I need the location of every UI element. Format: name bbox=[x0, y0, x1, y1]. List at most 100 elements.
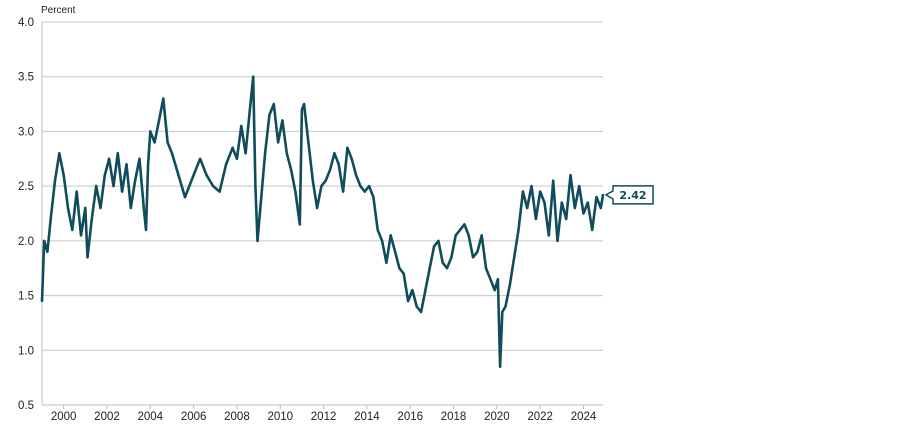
data-point bbox=[183, 195, 187, 199]
data-point bbox=[120, 190, 124, 193]
x-tick-label: 2010 bbox=[267, 411, 293, 423]
data-point bbox=[467, 234, 470, 237]
data-point bbox=[501, 310, 504, 314]
data-point bbox=[363, 190, 366, 193]
data-point bbox=[376, 228, 379, 232]
data-point bbox=[346, 146, 349, 149]
data-point bbox=[393, 250, 397, 253]
data-point bbox=[552, 179, 555, 182]
data-point bbox=[341, 190, 345, 193]
data-point bbox=[437, 239, 440, 243]
data-point bbox=[441, 261, 444, 264]
data-point bbox=[454, 234, 457, 237]
data-point bbox=[259, 201, 262, 204]
data-point bbox=[276, 141, 280, 144]
data-point bbox=[268, 113, 271, 117]
data-point bbox=[142, 206, 145, 210]
data-point bbox=[582, 212, 585, 215]
data-point bbox=[53, 179, 57, 182]
data-point bbox=[337, 163, 340, 166]
data-point bbox=[205, 174, 208, 177]
data-point bbox=[298, 223, 301, 226]
data-point bbox=[84, 206, 87, 210]
data-point bbox=[476, 250, 479, 253]
data-point bbox=[198, 157, 202, 160]
data-point bbox=[517, 228, 520, 232]
x-tick-label: 2024 bbox=[571, 411, 597, 423]
data-point bbox=[489, 278, 492, 281]
data-point bbox=[419, 310, 423, 314]
data-point bbox=[79, 234, 83, 237]
data-point bbox=[578, 184, 581, 188]
data-point bbox=[428, 267, 431, 270]
data-point bbox=[272, 102, 275, 106]
data-point bbox=[526, 206, 529, 210]
data-point bbox=[595, 195, 598, 199]
x-tick-label: 2006 bbox=[181, 411, 207, 423]
data-point bbox=[133, 179, 137, 182]
data-point bbox=[498, 365, 502, 368]
callout-box bbox=[604, 185, 654, 205]
data-point bbox=[248, 108, 252, 111]
data-point bbox=[591, 228, 594, 232]
x-tick-label: 2020 bbox=[484, 411, 510, 423]
data-point bbox=[125, 163, 128, 166]
data-point bbox=[547, 234, 550, 237]
data-point bbox=[398, 267, 401, 270]
data-point bbox=[240, 124, 243, 128]
data-point bbox=[324, 179, 327, 182]
data-point bbox=[504, 305, 507, 308]
data-point bbox=[367, 184, 371, 188]
data-point bbox=[406, 299, 410, 303]
data-point bbox=[90, 217, 94, 221]
data-point bbox=[46, 250, 49, 253]
data-point bbox=[556, 239, 559, 243]
data-point bbox=[62, 174, 65, 177]
data-point bbox=[244, 152, 247, 155]
y-axis-unit-label: Percent bbox=[41, 5, 76, 16]
data-point bbox=[445, 267, 449, 270]
data-point bbox=[333, 152, 336, 155]
latest-value-callout: 2.42 bbox=[604, 185, 654, 205]
data-point bbox=[432, 245, 436, 248]
data-point bbox=[129, 206, 132, 210]
data-point bbox=[385, 261, 388, 264]
data-point bbox=[153, 141, 156, 144]
data-point bbox=[285, 152, 288, 155]
data-point bbox=[601, 193, 605, 197]
data-point bbox=[144, 228, 148, 232]
data-point bbox=[138, 157, 141, 160]
x-tick-label: 2012 bbox=[311, 411, 337, 423]
data-point bbox=[116, 152, 120, 155]
y-tick-label: 3.5 bbox=[18, 72, 34, 84]
data-point bbox=[424, 288, 427, 292]
data-point bbox=[411, 288, 414, 292]
series-line bbox=[40, 75, 605, 368]
data-point bbox=[450, 256, 453, 259]
data-point bbox=[263, 152, 267, 155]
data-point bbox=[302, 102, 306, 106]
y-tick-labels: 0.5 1.0 1.5 2.0 2.5 3.0 3.5 4.0 bbox=[18, 17, 34, 412]
x-tick-label: 2008 bbox=[224, 411, 250, 423]
x-tick-label: 2000 bbox=[51, 411, 77, 423]
data-point bbox=[372, 195, 375, 199]
data-point bbox=[71, 228, 74, 232]
y-tick-label: 2.0 bbox=[18, 236, 34, 248]
data-point bbox=[530, 184, 533, 188]
series-layer bbox=[40, 75, 605, 368]
data-point bbox=[49, 217, 52, 221]
x-tick-label: 2022 bbox=[527, 411, 553, 423]
data-point bbox=[157, 119, 161, 122]
data-point bbox=[66, 206, 70, 210]
data-point bbox=[146, 163, 150, 166]
data-point bbox=[359, 184, 362, 188]
y-tick-label: 2.5 bbox=[18, 181, 34, 193]
y-tick-label: 0.5 bbox=[18, 400, 34, 412]
x-tick-label: 2014 bbox=[354, 411, 380, 423]
data-point bbox=[281, 119, 284, 122]
data-point bbox=[254, 184, 257, 188]
data-point bbox=[95, 184, 98, 188]
data-point bbox=[471, 256, 475, 259]
data-point bbox=[162, 97, 165, 100]
data-point bbox=[463, 223, 466, 226]
